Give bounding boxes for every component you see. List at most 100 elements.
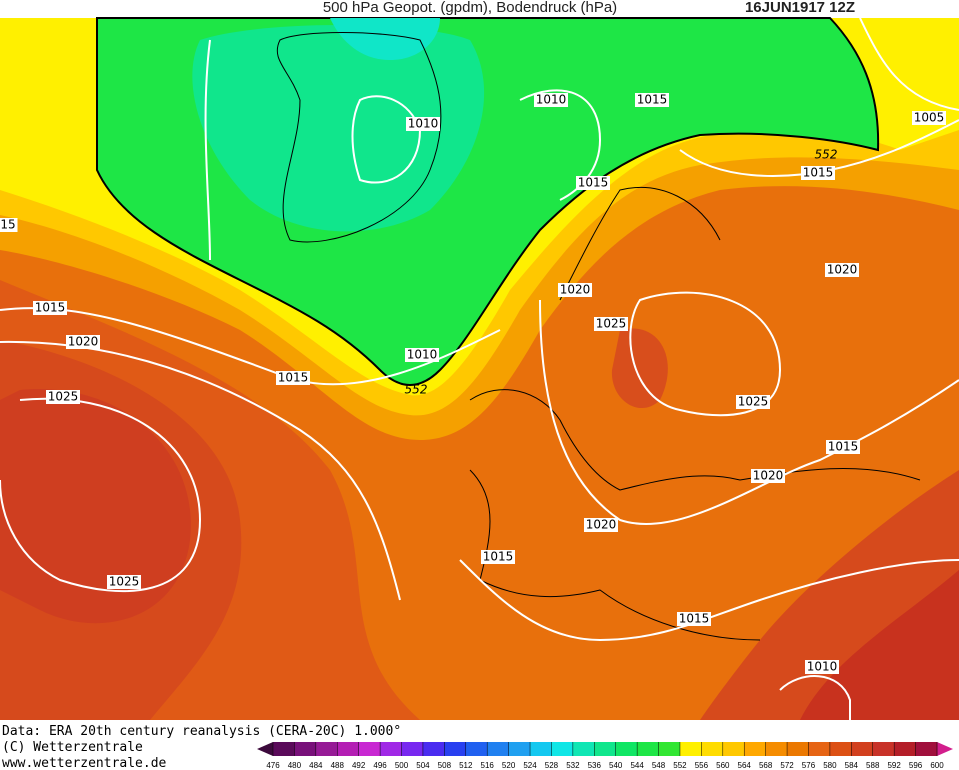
isobar-label: 1010	[807, 660, 838, 674]
colorbar-label: 540	[609, 761, 623, 770]
colorbar-label: 512	[459, 761, 473, 770]
isobar-label-box	[576, 176, 610, 190]
isobar-label-box	[534, 93, 568, 107]
colorbar-label: 480	[288, 761, 302, 770]
isobar	[629, 291, 782, 417]
isobar-label: 1025	[596, 317, 627, 331]
colorbar-label: 496	[373, 761, 387, 770]
field-central-eu	[611, 328, 668, 409]
colorbar-swatch	[744, 742, 767, 756]
colorbar-swatch	[872, 742, 895, 756]
colorbar-label: 516	[481, 761, 495, 770]
footer-copyright: (C) Wetterzentrale	[2, 740, 143, 755]
isobar-label: 1010	[408, 117, 439, 131]
colorbar-label: 568	[759, 761, 773, 770]
colorbar-label: 576	[802, 761, 816, 770]
isobar-label: 1010	[407, 348, 438, 362]
isobar-label-box	[805, 660, 839, 674]
isobar-label: 1025	[48, 390, 79, 404]
isobar-label: 1020	[753, 469, 784, 483]
colorbar-swatch	[787, 742, 809, 756]
map-date: 16JUN1917 12Z	[745, 0, 855, 16]
isobar-label-box	[635, 93, 669, 107]
colorbar-swatch	[551, 742, 574, 756]
colorbar-label: 596	[909, 761, 923, 770]
colorbar: 476 480 484 488 492 496 500 504 508 512 516 520 524 5…	[257, 742, 953, 770]
field-532	[330, 18, 440, 60]
colorbar-label: 584	[845, 761, 859, 770]
colorbar-swatch	[637, 742, 660, 756]
colorbar-swatch	[808, 742, 831, 756]
isobar-label: 1010	[536, 93, 567, 107]
colorbar-swatch	[572, 742, 595, 756]
isobar-label: 15	[0, 218, 15, 232]
isobar-label-box	[677, 612, 711, 626]
colorbar-swatch	[851, 742, 874, 756]
colorbar-swatch	[915, 742, 938, 756]
colorbar-label: 556	[695, 761, 709, 770]
colorbar-swatch	[465, 742, 488, 756]
colorbar-swatch	[294, 742, 317, 756]
colorbar-label: 528	[545, 761, 559, 770]
isobar-label-box	[276, 371, 310, 385]
isobar	[351, 95, 422, 184]
footer-source: Data: ERA 20th century reanalysis (CERA-…	[2, 724, 401, 739]
colorbar-label: 488	[331, 761, 345, 770]
isobar-label-box	[825, 263, 859, 277]
isobar-label-box	[406, 117, 440, 131]
colorbar-swatch	[530, 742, 552, 756]
colorbar-under	[257, 742, 273, 756]
isobar-label: 1015	[35, 301, 66, 315]
colorbar-swatch	[829, 742, 852, 756]
coast-greenland	[276, 32, 442, 243]
colorbar-label: 504	[416, 761, 430, 770]
colorbar-swatch	[765, 742, 788, 756]
colorbar-swatch	[894, 742, 917, 756]
colorbar-label: 560	[716, 761, 730, 770]
isobar-label: 1025	[738, 395, 769, 409]
colorbar-label: 524	[523, 761, 537, 770]
colorbar-swatch	[422, 742, 445, 756]
isobar-label-box	[405, 348, 439, 362]
colorbar-swatch	[315, 742, 338, 756]
isobar-label: 1015	[679, 612, 710, 626]
isobar-label-box	[912, 111, 946, 125]
colorbar-label: 580	[823, 761, 837, 770]
colorbar-label: 600	[930, 761, 944, 770]
isobar-label: 1005	[914, 111, 945, 125]
isobar	[859, 17, 959, 111]
isobar-label: 1025	[109, 575, 140, 589]
isobar-label: 1020	[560, 283, 591, 297]
colorbar-over	[937, 742, 953, 756]
colorbar-label: 544	[630, 761, 644, 770]
colorbar-swatch	[658, 742, 681, 756]
field-584	[0, 389, 191, 624]
colorbar-label: 552	[673, 761, 687, 770]
isobar-label: 1015	[483, 550, 514, 564]
colorbar-label: 532	[566, 761, 580, 770]
isobar-label-box	[594, 317, 628, 331]
isobar-label-box	[0, 218, 18, 232]
colorbar-swatch	[615, 742, 638, 756]
colorbar-swatch	[679, 742, 702, 756]
colorbar-swatch	[508, 742, 531, 756]
colorbar-swatch	[358, 742, 381, 756]
isobar-label: 1020	[827, 263, 858, 277]
isobar-label-box	[66, 335, 100, 349]
isobar-label: 1015	[578, 176, 609, 190]
isobar-label-box	[584, 518, 618, 532]
colorbar-label: 484	[309, 761, 323, 770]
isobar	[539, 299, 959, 525]
field-se-588	[800, 570, 959, 720]
colorbar-label: 564	[738, 761, 752, 770]
colorbar-swatch	[273, 742, 295, 756]
isobar-label-box	[46, 390, 80, 404]
map-field	[0, 17, 959, 720]
colorbar-label: 536	[588, 761, 602, 770]
isobar	[0, 340, 401, 601]
isobar-label: 1015	[803, 166, 834, 180]
isobar-label-box	[558, 283, 592, 297]
isobar-label: 1015	[637, 93, 668, 107]
colorbar-label: 592	[887, 761, 901, 770]
